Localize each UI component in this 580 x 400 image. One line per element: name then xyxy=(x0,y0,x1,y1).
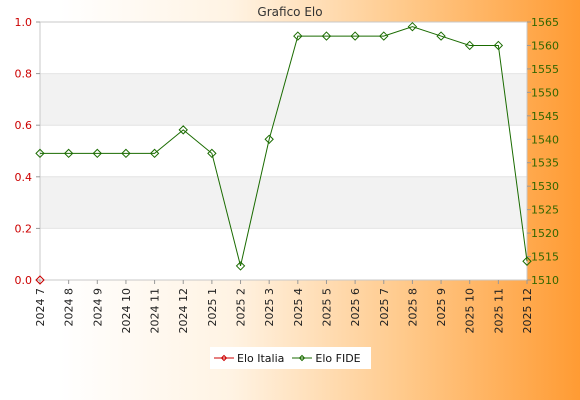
x-tick-label: 2024 7 xyxy=(34,288,47,327)
data-point-1 xyxy=(464,40,475,51)
x-tick-label: 2025 7 xyxy=(378,288,391,327)
x-tick-label: 2025 3 xyxy=(263,288,276,327)
data-point-1 xyxy=(350,31,360,41)
data-point-1 xyxy=(436,31,446,41)
x-tick-label: 2025 4 xyxy=(292,288,305,327)
data-point-1 xyxy=(149,148,160,159)
x-tick-label: 2024 8 xyxy=(63,288,76,327)
y-left-tick-label: 0.2 xyxy=(15,222,33,235)
legend-marker-elo-italia xyxy=(214,354,234,362)
y-right-tick-label: 1535 xyxy=(531,157,559,170)
data-point-1 xyxy=(35,148,45,159)
grid-band xyxy=(40,73,527,126)
data-point-1 xyxy=(493,40,504,51)
legend: Elo Italia Elo FIDE xyxy=(210,347,371,369)
data-point-1 xyxy=(63,148,74,159)
data-point-1 xyxy=(522,256,532,266)
x-tick-label: 2025 10 xyxy=(464,288,477,334)
data-point-1 xyxy=(92,148,103,159)
y-left-tick-label: 0.0 xyxy=(15,274,33,287)
plot-border xyxy=(39,21,528,281)
y-left-tick-label: 0.4 xyxy=(15,171,33,184)
plot-area xyxy=(40,22,527,280)
y-right-tick-label: 1565 xyxy=(531,16,559,29)
data-point-1 xyxy=(379,31,389,41)
data-point-1 xyxy=(293,31,303,41)
data-point-1 xyxy=(121,148,131,159)
legend-label-elo-fide: Elo FIDE xyxy=(315,351,361,365)
data-point-1 xyxy=(264,134,274,144)
y-right-tick-label: 1530 xyxy=(531,180,559,193)
x-tick-label: 2025 11 xyxy=(492,288,505,334)
x-tick-label: 2024 12 xyxy=(177,288,190,334)
x-tick-label: 2025 5 xyxy=(320,288,333,327)
grid-band xyxy=(40,176,527,229)
data-point-1 xyxy=(178,125,188,135)
chart-title: Grafico Elo xyxy=(257,5,322,19)
x-tick-label: 2024 11 xyxy=(149,288,162,334)
series-line-1 xyxy=(40,26,528,267)
y-right-tick-label: 1525 xyxy=(531,204,559,217)
y-right-tick-label: 1555 xyxy=(531,63,559,76)
legend-item-elo-italia: Elo Italia xyxy=(214,352,284,365)
data-point-1 xyxy=(235,261,246,271)
legend-label-elo-italia: Elo Italia xyxy=(237,351,285,365)
data-point-0 xyxy=(35,275,45,285)
x-tick-label: 2025 6 xyxy=(349,288,362,327)
x-tick-label: 2025 9 xyxy=(435,288,448,327)
data-point-1 xyxy=(207,148,217,159)
legend-marker-elo-fide xyxy=(292,354,313,362)
y-right-tick-label: 1545 xyxy=(531,110,559,123)
y-right-tick-label: 1520 xyxy=(531,227,559,240)
y-left-tick-label: 0.8 xyxy=(15,68,33,81)
y-left-tick-label: 0.6 xyxy=(15,119,33,132)
x-tick-label: 2025 12 xyxy=(521,288,534,334)
x-tick-label: 2025 1 xyxy=(206,288,219,327)
y-left-tick-label: 1.0 xyxy=(15,16,33,29)
y-right-tick-label: 1540 xyxy=(531,133,559,146)
data-point-1 xyxy=(321,31,332,41)
y-right-tick-label: 1510 xyxy=(531,274,559,287)
y-right-tick-label: 1550 xyxy=(531,86,559,99)
data-point-1 xyxy=(407,21,418,32)
x-tick-label: 2024 10 xyxy=(120,288,133,334)
y-right-tick-label: 1515 xyxy=(531,251,559,264)
x-tick-label: 2025 2 xyxy=(235,288,248,327)
legend-item-elo-fide: Elo FIDE xyxy=(292,351,361,365)
x-tick-label: 2024 9 xyxy=(91,288,104,327)
y-right-tick-label: 1560 xyxy=(531,39,559,52)
x-tick-label: 2025 8 xyxy=(406,288,419,327)
